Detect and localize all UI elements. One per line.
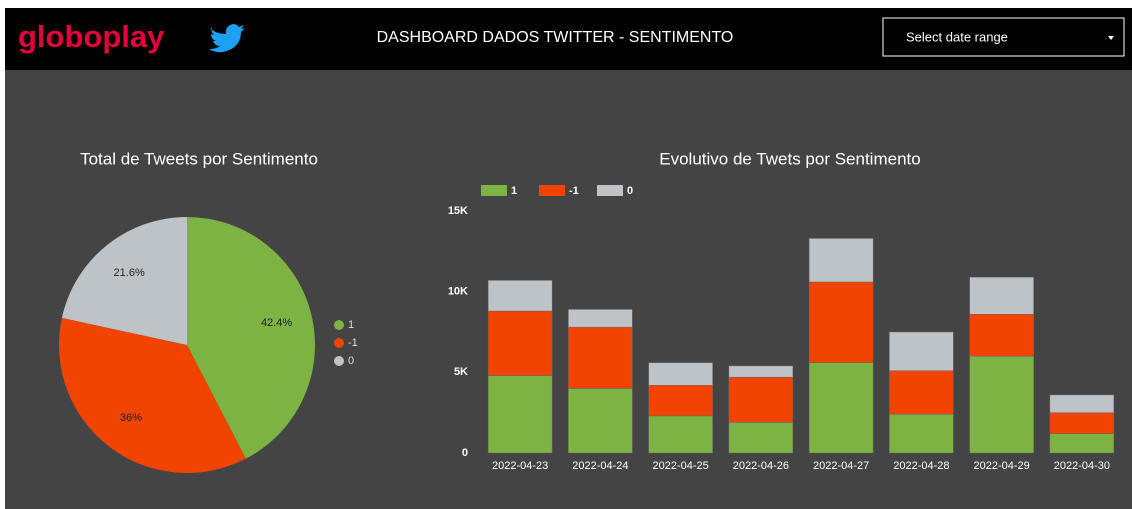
legend-label: -1 [348, 337, 358, 349]
date-selector-label[interactable]: Select date range [906, 29, 1008, 44]
bar-segment [808, 281, 874, 363]
legend-swatch [334, 356, 344, 366]
legend-swatch [597, 185, 623, 196]
bar-segment [728, 376, 794, 423]
bar-segment [808, 362, 874, 454]
bar-segment [568, 309, 633, 328]
bar-segment [648, 362, 713, 386]
pie-title: Total de Tweets por Sentimento [80, 149, 318, 168]
bar-segment [889, 414, 954, 454]
slice-label: 36% [120, 412, 142, 424]
legend-label: 1 [348, 319, 354, 331]
pie-slice [61, 217, 187, 345]
bar-title: Evolutivo de Twets por Sentimento [659, 149, 920, 168]
dashboard-title: DASHBOARD DADOS TWITTER - SENTIMENTO [377, 29, 734, 46]
y-tick-label: 5K [454, 366, 468, 378]
x-tick-label: 2022-04-28 [893, 460, 949, 472]
legend-label: 0 [627, 185, 633, 197]
bar-segment [1049, 412, 1115, 434]
x-tick-label: 2022-04-26 [733, 460, 789, 472]
bar-segment [1049, 433, 1115, 454]
bar-segment [728, 365, 794, 378]
bar-segment [889, 331, 954, 371]
bar-segment [1049, 394, 1115, 413]
legend-label: 1 [511, 185, 517, 197]
bar-segment [969, 355, 1034, 454]
bar-segment [889, 370, 954, 415]
y-tick-label: 15K [448, 205, 468, 217]
legend-swatch [539, 185, 565, 196]
y-tick-label: 10K [448, 286, 468, 298]
pie-slice [59, 317, 246, 473]
bar-segment [969, 276, 1034, 315]
legend-swatch [334, 338, 344, 348]
twitter-icon [209, 24, 245, 53]
pie-slice [187, 217, 315, 459]
legend-label: -1 [569, 185, 579, 197]
bar-segment [969, 314, 1034, 357]
dropdown-caret[interactable] [1108, 36, 1114, 40]
bar-segment [568, 388, 633, 454]
date-selector[interactable] [882, 17, 1125, 57]
x-tick-label: 2022-04-25 [652, 460, 708, 472]
x-tick-label: 2022-04-27 [813, 460, 869, 472]
bar-segment [487, 310, 553, 376]
y-tick-label: 0 [462, 447, 468, 459]
bar-segment [728, 422, 794, 454]
slice-label: 42.4% [261, 317, 292, 329]
x-tick-label: 2022-04-29 [973, 460, 1029, 472]
bar-segment [568, 326, 633, 389]
x-tick-label: 2022-04-24 [572, 460, 628, 472]
bar-segment [648, 415, 713, 454]
legend-swatch [481, 185, 507, 196]
logo: globoplay [18, 19, 165, 54]
legend-label: 0 [348, 355, 354, 367]
bar-segment [487, 280, 553, 312]
x-tick-label: 2022-04-23 [492, 460, 548, 472]
slice-label: 21.6% [114, 267, 145, 279]
x-tick-label: 2022-04-30 [1054, 460, 1110, 472]
bar-segment [487, 375, 553, 454]
bar-segment [648, 384, 713, 417]
legend-swatch [334, 320, 344, 330]
bar-segment [808, 238, 874, 283]
